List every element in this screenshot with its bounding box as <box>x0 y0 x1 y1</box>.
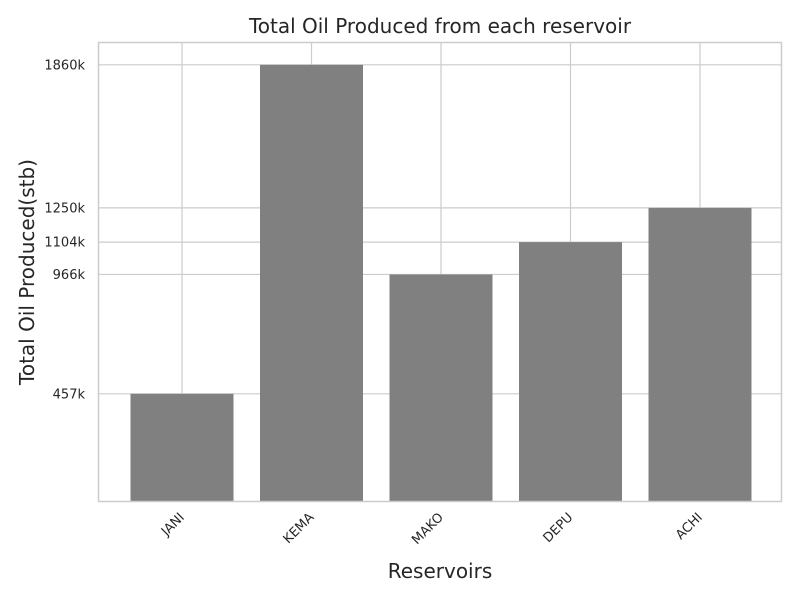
bar-mako <box>389 274 493 501</box>
y-tick-label: 1104k <box>44 236 85 251</box>
chart-title: Total Oil Produced from each reservoir <box>248 14 632 38</box>
y-tick-label: 1250k <box>44 201 85 216</box>
x-tick-label: ACHI <box>673 510 706 543</box>
x-axis-label: Reservoirs <box>388 559 493 583</box>
bar-depu <box>519 242 622 501</box>
x-tick-label: DEPU <box>541 510 577 546</box>
x-tick-label: JANI <box>158 510 188 540</box>
x-tick-labels: JANI KEMA MAKO DEPU ACHI <box>158 510 706 548</box>
y-tick-label: 966k <box>53 268 86 283</box>
y-tick-label: 1860k <box>44 58 85 73</box>
x-tick-label: KEMA <box>281 510 318 547</box>
bar-achi <box>648 207 752 501</box>
plot-frame <box>97 41 783 503</box>
bar-kema <box>260 64 363 502</box>
y-tick-label: 457k <box>53 387 86 402</box>
y-tick-labels: 457k 966k 1104k 1250k 1860k <box>44 58 85 402</box>
y-axis-label: Total Oil Produced(stb) <box>15 159 39 386</box>
x-tick-label: MAKO <box>409 510 447 548</box>
bar-jani <box>130 393 234 501</box>
bars <box>130 64 752 502</box>
